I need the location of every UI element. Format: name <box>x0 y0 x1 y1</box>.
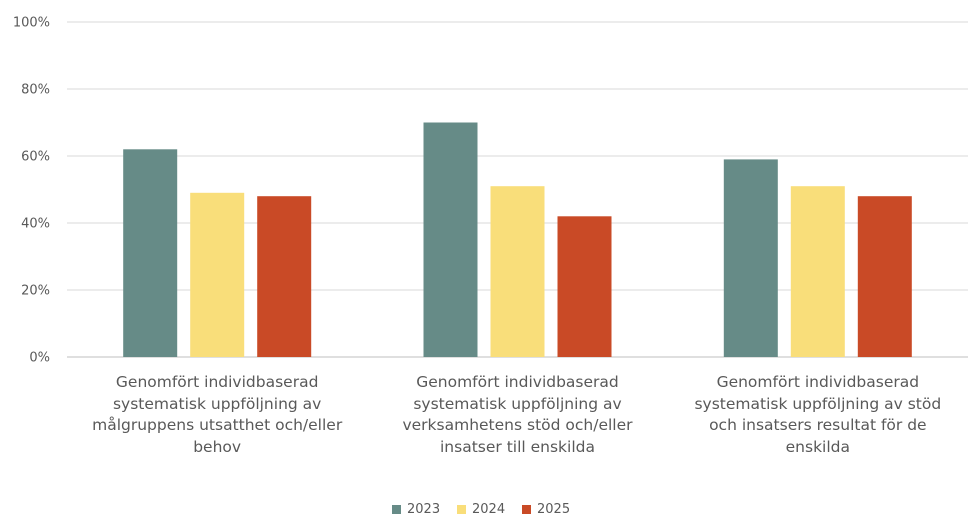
x-category-label: Genomfört individbaserad systematisk upp… <box>402 373 633 456</box>
x-category-label: Genomfört individbaserad systematisk upp… <box>92 373 343 456</box>
bar-2024-category-2 <box>490 186 545 357</box>
y-tick-label: 0% <box>29 351 50 366</box>
legend-item-2023: 2023 <box>392 502 440 517</box>
y-tick-label: 20% <box>21 284 50 299</box>
legend: 2023 2024 2025 <box>0 502 971 520</box>
legend-label: 2025 <box>537 502 571 517</box>
bar-2025-category-1 <box>257 196 312 357</box>
bar-2024-category-1 <box>190 192 245 357</box>
y-tick-label: 80% <box>21 83 50 98</box>
legend-label: 2024 <box>472 502 506 517</box>
bar-2023-category-1 <box>123 149 178 357</box>
legend-swatch <box>522 505 531 514</box>
legend-label: 2023 <box>407 502 441 517</box>
bar-2024-category-3 <box>790 186 845 357</box>
legend-item-2024: 2024 <box>457 502 505 517</box>
bar-2023-category-3 <box>723 159 778 357</box>
bar-2023-category-2 <box>423 122 478 357</box>
legend-swatch <box>392 505 401 514</box>
x-category-label: Genomfört individbaserad systematisk upp… <box>694 373 942 456</box>
y-tick-label: 60% <box>21 150 50 165</box>
legend-item-2025: 2025 <box>522 502 570 517</box>
bar-2025-category-2 <box>557 216 612 357</box>
y-tick-label: 40% <box>21 217 50 232</box>
bars <box>123 122 912 357</box>
y-axis-tick-labels: 0% 20% 40% 60% 80% 100% <box>13 16 50 366</box>
y-tick-label: 100% <box>13 16 50 31</box>
bar-2025-category-3 <box>857 196 912 357</box>
legend-swatch <box>457 505 466 514</box>
